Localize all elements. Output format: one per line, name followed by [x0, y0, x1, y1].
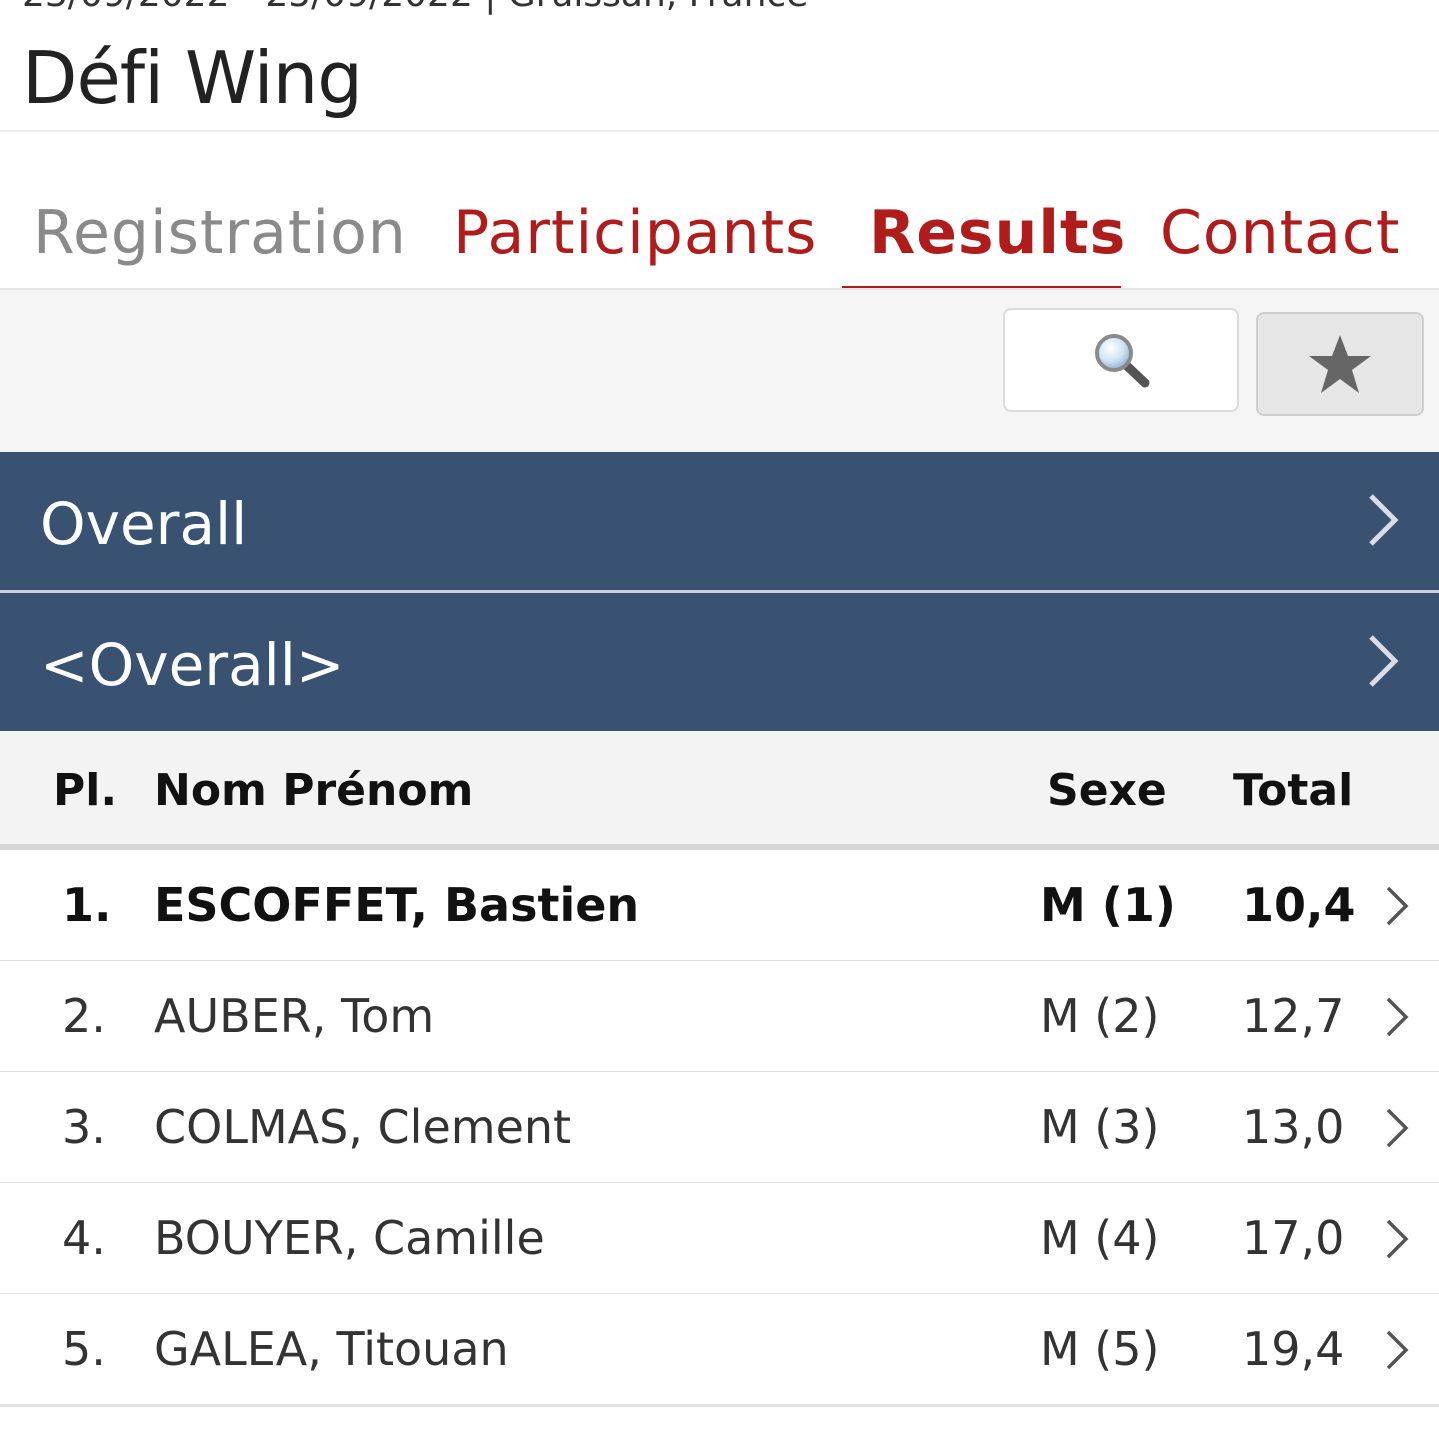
row-total: 10,4: [1242, 878, 1356, 932]
title-divider: [0, 130, 1439, 132]
tab-bar: Registration Participants Results Contac…: [0, 180, 1439, 293]
chevron-right-icon: [1384, 1217, 1410, 1271]
toolbar: [0, 288, 1439, 452]
group-overall-sub[interactable]: <Overall>: [0, 593, 1439, 731]
row-total: 19,4: [1242, 1322, 1345, 1376]
tab-registration[interactable]: Registration: [33, 198, 407, 268]
table-row[interactable]: 5. GALEA, Titouan M (5) 19,4: [0, 1294, 1439, 1407]
group-label: Overall: [40, 490, 248, 558]
row-place: 4.: [62, 1211, 106, 1265]
row-total: 13,0: [1242, 1100, 1345, 1154]
search-button[interactable]: [1003, 308, 1239, 412]
tab-contact[interactable]: Contact: [1160, 198, 1401, 268]
results-table-header: Pl. Nom Prénom Sexe Total: [0, 731, 1439, 850]
favorite-button[interactable]: [1256, 312, 1424, 416]
group-label: <Overall>: [40, 631, 345, 699]
row-name: COLMAS, Clement: [154, 1100, 572, 1154]
chevron-right-icon: [1365, 633, 1399, 693]
chevron-right-icon: [1384, 1106, 1410, 1160]
tab-results[interactable]: Results: [869, 198, 1127, 268]
table-row[interactable]: 3. COLMAS, Clement M (3) 13,0: [0, 1072, 1439, 1185]
tab-participants[interactable]: Participants: [453, 198, 818, 268]
chevron-right-icon: [1384, 995, 1410, 1049]
header-place: Pl.: [53, 765, 118, 816]
header-total: Total: [1233, 765, 1354, 816]
chevron-right-icon: [1384, 1328, 1410, 1382]
row-name: GALEA, Titouan: [154, 1322, 509, 1376]
header-name: Nom Prénom: [154, 765, 474, 816]
group-divider: [0, 590, 1439, 593]
table-row[interactable]: 4. BOUYER, Camille M (4) 17,0: [0, 1183, 1439, 1296]
row-place: 5.: [62, 1322, 106, 1376]
row-place: 2.: [62, 989, 106, 1043]
table-row[interactable]: 2. AUBER, Tom M (2) 12,7: [0, 961, 1439, 1074]
event-dates-location: 23/09/2022 - 25/09/2022 | Gruissan, Fran…: [22, 0, 808, 15]
table-row[interactable]: 1. ESCOFFET, Bastien M (1) 10,4: [0, 850, 1439, 963]
chevron-right-icon: [1384, 884, 1410, 938]
row-sex: M (5): [1040, 1322, 1160, 1376]
row-place: 3.: [62, 1100, 106, 1154]
row-name: ESCOFFET, Bastien: [154, 878, 640, 932]
row-sex: M (2): [1040, 989, 1160, 1043]
group-overall[interactable]: Overall: [0, 452, 1439, 590]
row-sex: M (4): [1040, 1211, 1160, 1265]
chevron-right-icon: [1365, 492, 1399, 552]
row-name: BOUYER, Camille: [154, 1211, 545, 1265]
row-name: AUBER, Tom: [154, 989, 435, 1043]
row-sex: M (3): [1040, 1100, 1160, 1154]
row-total: 12,7: [1242, 989, 1345, 1043]
row-place: 1.: [62, 878, 112, 932]
page-title: Défi Wing: [22, 36, 363, 120]
row-total: 17,0: [1242, 1211, 1345, 1265]
row-sex: M (1): [1040, 878, 1176, 932]
header-sex: Sexe: [1047, 765, 1167, 816]
